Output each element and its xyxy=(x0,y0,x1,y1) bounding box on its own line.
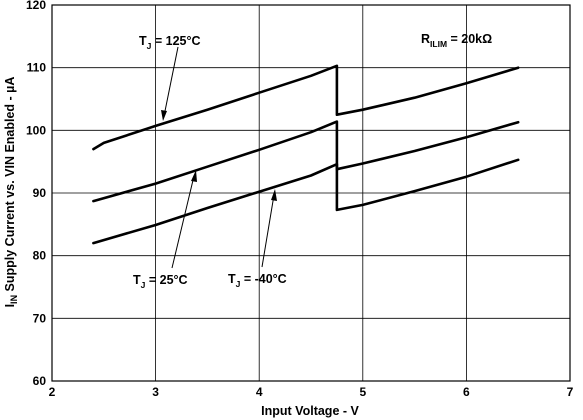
y-axis-title: IIN Supply Current vs. VIN Enabled - µA xyxy=(3,77,19,308)
series-line-tj-125 xyxy=(92,64,520,151)
x-tick-label-4: 4 xyxy=(256,385,263,399)
label-tj-125: TJ = 125°C xyxy=(139,34,201,51)
leader-tj-25 xyxy=(171,170,197,269)
series-lines xyxy=(92,64,520,245)
arrowhead-tj-minus40 xyxy=(271,189,277,201)
y-tick-label-90: 90 xyxy=(33,186,47,200)
x-axis-title: Input Voltage - V xyxy=(261,404,359,418)
label-tj-25: TJ = 25°C xyxy=(133,273,188,290)
y-tick-label-70: 70 xyxy=(33,311,47,325)
tick-labels: 2 3 4 5 6 7 60 70 80 90 100 110 120 xyxy=(26,0,574,399)
x-tick-label-3: 3 xyxy=(152,385,159,399)
leader-tj-125 xyxy=(161,46,179,121)
y-axis-title-sub: IN xyxy=(9,295,19,304)
y-axis-title-main: I xyxy=(3,304,17,307)
arrowhead-tj-125 xyxy=(161,110,167,121)
series-line-tj-25 xyxy=(92,120,520,203)
y-tick-label-120: 120 xyxy=(26,0,46,12)
grid xyxy=(52,5,570,381)
x-tick-label-7: 7 xyxy=(567,385,574,399)
label-rilim: RILIM = 20kΩ xyxy=(421,32,492,49)
y-tick-label-80: 80 xyxy=(33,249,47,263)
arrowhead-tj-25 xyxy=(191,170,197,182)
plot-frame xyxy=(51,4,571,382)
x-tick-label-6: 6 xyxy=(463,385,470,399)
y-axis-title-rest: Supply Current vs. VIN Enabled - µA xyxy=(3,77,17,295)
x-tick-label-5: 5 xyxy=(359,385,366,399)
y-tick-label-60: 60 xyxy=(33,374,47,388)
label-tj-minus40: TJ = -40°C xyxy=(228,272,287,289)
y-tick-label-110: 110 xyxy=(27,61,47,75)
annotations: TJ = 125°C TJ = 25°C TJ = -40°C RILIM = … xyxy=(133,32,492,290)
x-tick-label-2: 2 xyxy=(49,385,56,399)
leader-tj-minus40 xyxy=(261,189,277,268)
series-line-tj-minus40 xyxy=(92,158,520,245)
y-tick-label-100: 100 xyxy=(26,123,46,137)
